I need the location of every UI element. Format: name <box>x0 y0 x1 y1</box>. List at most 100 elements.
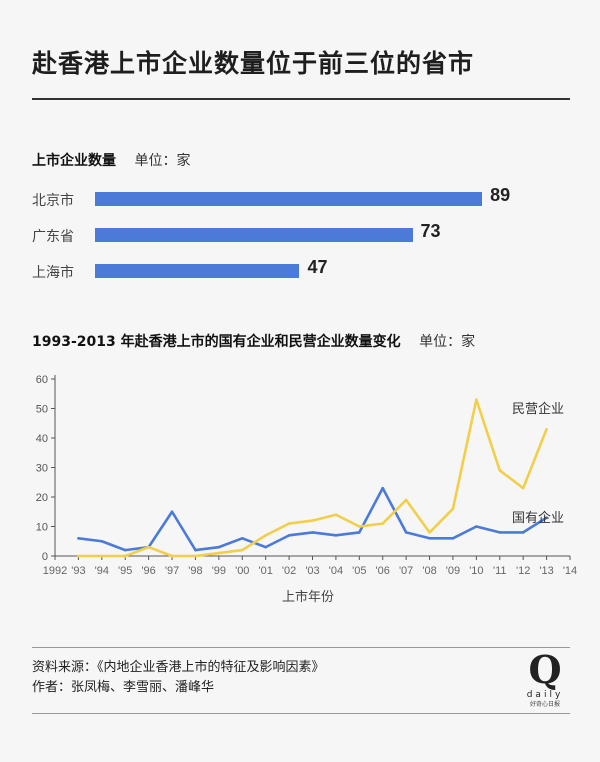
data-point <box>358 531 361 534</box>
bar-value-label: 73 <box>420 221 441 241</box>
series-label: 国有企业 <box>512 510 564 526</box>
data-point <box>170 554 174 558</box>
qdaily-logo: Q daily 好奇心日报 <box>520 650 570 720</box>
x-tick-label: '10 <box>469 565 483 577</box>
data-point <box>217 545 221 549</box>
data-point <box>100 554 104 558</box>
data-point <box>334 534 338 537</box>
authors-text: 作者：张凤梅、李雪丽、潘峰华 <box>32 680 215 695</box>
data-point <box>264 545 267 549</box>
data-point <box>240 548 244 552</box>
logo-word: daily <box>526 690 564 700</box>
x-tick-label: '13 <box>539 565 553 577</box>
x-tick-label: '99 <box>212 565 226 577</box>
y-tick-label: 10 <box>36 522 48 534</box>
data-point <box>358 525 361 528</box>
footer-divider <box>32 647 570 648</box>
bar-label: 广东省 <box>32 229 74 245</box>
x-tick-label: '04 <box>329 565 343 577</box>
x-axis-label: 上市年份 <box>282 589 334 605</box>
data-point <box>498 469 502 472</box>
bar-value-label: 47 <box>307 257 328 277</box>
data-point <box>545 516 548 519</box>
data-point <box>545 427 548 431</box>
page-title: 赴香港上市企业数量位于前三位的省市 <box>32 49 475 78</box>
data-point <box>147 545 150 549</box>
y-tick-label: 30 <box>36 463 48 475</box>
data-point <box>194 548 197 552</box>
data-point <box>404 498 408 502</box>
bar-value-label: 89 <box>490 185 511 205</box>
x-tick-label: '97 <box>165 565 179 577</box>
data-point <box>287 522 291 525</box>
series-line-0 <box>78 486 548 552</box>
x-tick-label: '00 <box>235 565 249 577</box>
series-label: 民营企业 <box>512 401 564 417</box>
source-text: 资料来源：《内地企业香港上市的特征及影响因素》 <box>32 660 325 675</box>
bar-chart-unit: 单位：家 <box>134 153 191 169</box>
line-chart-unit: 单位：家 <box>419 334 476 350</box>
data-point <box>498 531 502 534</box>
x-tick-label: 1992 <box>43 565 67 577</box>
data-point <box>240 537 244 540</box>
y-tick-label: 60 <box>36 374 48 386</box>
bar-chart-heading: 上市企业数量 单位：家 <box>32 150 190 170</box>
data-point <box>217 551 221 555</box>
line-chart: 0 10 20 30 40 50 60 1992 '93 '94 '95 '96 '97 '98 '99 '0… <box>36 374 577 605</box>
bar <box>95 264 300 278</box>
x-tick-label: '07 <box>399 565 413 577</box>
x-tick-label: '05 <box>352 565 366 577</box>
data-point <box>428 537 431 540</box>
bar-label: 上海市 <box>32 265 74 281</box>
bar-row-beijing: 北京市 89 <box>32 185 572 210</box>
bar-row-guangdong: 广东省 73 <box>32 221 572 246</box>
data-point <box>311 519 314 522</box>
bar <box>95 228 413 242</box>
data-point <box>77 537 80 540</box>
data-point <box>521 531 525 534</box>
x-tick-label: '96 <box>141 565 155 577</box>
logo-letter: Q <box>528 647 562 692</box>
x-tick-label: '93 <box>71 565 85 577</box>
x-tick-label: '06 <box>376 565 390 577</box>
x-tick-label: '11 <box>493 565 507 577</box>
logo-brand: 好奇心日报 <box>529 701 560 708</box>
data-point <box>311 531 314 534</box>
x-tick-label: '12 <box>516 565 530 577</box>
x-tick-label: '01 <box>259 565 273 577</box>
data-point <box>123 548 127 552</box>
data-point <box>451 507 455 511</box>
title-divider <box>32 98 570 100</box>
data-point <box>170 510 174 514</box>
data-point <box>100 539 104 543</box>
data-point <box>123 554 127 558</box>
x-tick-label: '95 <box>118 565 132 577</box>
x-tick-label: '09 <box>446 565 460 577</box>
data-point <box>475 525 478 528</box>
x-tick-label: '08 <box>422 565 436 577</box>
data-point <box>451 537 455 540</box>
y-tick-label: 40 <box>36 433 48 445</box>
data-point <box>264 534 267 537</box>
x-tick-label: '02 <box>282 565 296 577</box>
bottom-divider <box>32 713 570 714</box>
x-tick-label: '03 <box>305 565 319 577</box>
data-point <box>475 398 478 401</box>
data-point <box>194 554 197 558</box>
bar <box>95 192 483 206</box>
line-chart-title: 1993-2013 年赴香港上市的国有企业和民营企业数量变化 <box>32 334 401 350</box>
bar-row-shanghai: 上海市 47 <box>32 257 572 282</box>
x-tick-label: '14 <box>563 565 577 577</box>
data-point <box>404 531 408 534</box>
data-point <box>334 513 338 516</box>
bar-label: 北京市 <box>32 193 74 209</box>
x-tick-label: '98 <box>188 565 202 577</box>
bar-chart-title: 上市企业数量 <box>32 153 116 169</box>
data-point <box>521 486 525 490</box>
data-point <box>77 554 80 558</box>
data-point <box>381 486 385 490</box>
data-point <box>428 531 431 534</box>
y-tick-label: 0 <box>42 551 48 563</box>
y-tick-label: 20 <box>36 492 48 504</box>
data-point <box>287 534 291 537</box>
